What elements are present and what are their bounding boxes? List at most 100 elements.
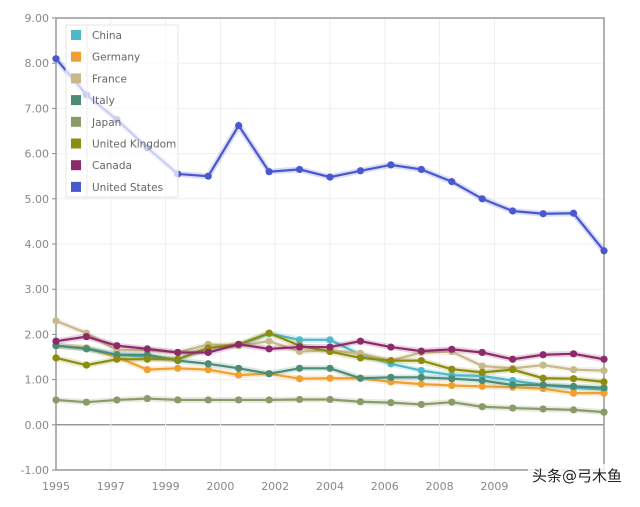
data-point [143,355,151,363]
y-tick-label: 2.00 [25,328,50,341]
y-tick-label: 0.00 [25,419,50,432]
legend-label: France [92,73,127,85]
data-point [600,378,608,386]
data-point [569,366,578,374]
data-point [569,209,578,217]
legend-label: United Kingdom [92,139,176,151]
data-point [478,348,486,357]
data-point [569,406,578,414]
y-tick-label: 9.00 [25,12,50,25]
data-point [235,121,243,130]
legend-swatch [71,160,81,171]
data-point [509,381,517,389]
data-point [326,343,334,351]
legend-box [65,24,179,198]
legend-label: Japan [91,117,121,129]
data-point [204,396,212,404]
data-point [295,336,304,344]
x-tick-label: 2002 [261,480,289,493]
legend-swatch [71,30,81,40]
data-point [600,366,608,375]
data-point [326,173,334,181]
data-point [600,408,608,416]
y-tick-label: 6.00 [25,148,50,161]
data-point [143,345,151,353]
data-point [204,172,212,180]
legend-swatch [71,73,81,84]
data-point [113,396,121,404]
legend-swatch [71,95,81,106]
data-point [417,357,425,365]
data-point [143,394,151,403]
data-point [326,336,334,344]
data-point [326,364,334,372]
data-point [174,348,182,357]
data-point [509,355,517,363]
data-point [569,389,578,397]
data-point [265,396,273,404]
data-point [448,178,456,186]
data-point [52,396,60,404]
data-point [539,405,547,413]
data-point [174,396,182,404]
data-point [569,382,578,390]
data-point [143,366,151,374]
data-point [387,161,395,169]
series-canada [52,333,608,363]
legend-label: Germany [92,52,140,64]
y-tick-label: 4.00 [25,238,50,251]
data-point [356,167,365,175]
data-point [82,333,91,341]
data-point [387,343,395,351]
data-point [448,365,456,373]
data-point [295,375,304,383]
data-point [478,362,486,370]
data-point [448,375,456,383]
data-point [326,374,334,382]
data-point [295,395,304,404]
data-point [448,398,456,406]
data-point [600,355,608,363]
series-japan [52,394,608,416]
data-point [569,350,578,358]
series-united-kingdom [52,329,608,386]
data-point [539,210,547,218]
data-point [204,366,212,374]
data-point [82,361,91,369]
y-tick-label: 1.00 [25,374,50,387]
data-point [235,371,243,379]
legend: China Germany France Italy Japan United Kingd… [65,24,179,198]
x-tick-label: 1995 [42,480,70,493]
data-point [235,364,243,372]
data-point [295,343,304,351]
x-tick-label: 2009 [480,480,508,493]
legend-label: Italy [92,95,115,107]
y-tick-label: 5.00 [25,193,50,206]
watermark: 头条@弓木鱼 [527,464,626,487]
x-tick-label: 2004 [316,480,344,493]
y-tick-label: 3.00 [25,283,50,296]
data-point [235,340,243,348]
data-point [417,373,425,381]
data-point [265,168,273,176]
data-point [295,165,304,174]
data-point [174,355,182,363]
data-point [82,345,91,353]
x-tick-label: 2000 [206,480,234,493]
x-tick-label: 1999 [152,480,180,493]
data-point [509,207,517,215]
y-tick-label: -1.00 [21,464,49,477]
x-tick-label: 2006 [371,480,399,493]
data-point [417,347,425,355]
data-point [356,354,365,362]
data-point [174,364,182,372]
data-point [448,345,456,353]
data-point [539,374,547,382]
x-tick-label: 2008 [426,480,454,493]
legend-label: Canada [92,160,132,172]
data-point [52,317,60,325]
data-point [600,384,608,392]
plot-frame [55,17,605,471]
data-point [113,342,121,350]
data-point [387,357,395,365]
